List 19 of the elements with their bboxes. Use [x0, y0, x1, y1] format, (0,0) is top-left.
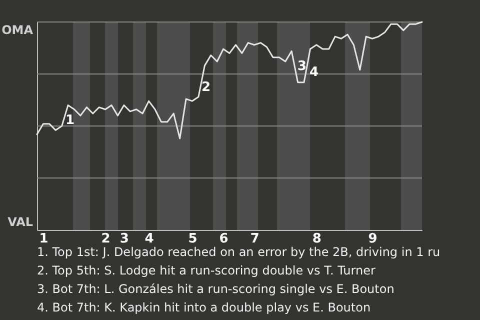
text: 2. Top 5th: S. Lodge hit a run-scoring double vs T. Turner [37, 264, 376, 278]
text: 4. Bot 7th: K. Kapkin hit into a double play vs E. Bouton [37, 300, 371, 314]
x-tick-label: 6 [219, 232, 228, 246]
text: 3. Bot 7th: L. Gonzáles hit a run-scoring single vs E. Bouton [37, 282, 394, 296]
text: VAL [8, 215, 34, 229]
x-tick-label: 1 [39, 232, 48, 246]
text: 1. Top 1st: J. Delgado reached on an error by the 2B, driving in 1 ru [37, 245, 440, 259]
annotation: 2 [201, 80, 211, 95]
x-tick-label: 9 [368, 232, 378, 246]
annotation: 1 [65, 113, 75, 128]
x-tick-label: 8 [312, 232, 322, 246]
x-tick-label: 7 [250, 232, 260, 246]
x-tick-label: 4 [144, 232, 154, 246]
text: OMA [2, 23, 34, 37]
annotation: 4 [309, 65, 319, 80]
x-tick-label: 2 [101, 232, 110, 246]
x-tick-label: 3 [120, 232, 129, 246]
x-tick-label: 5 [188, 232, 198, 246]
annotation: 3 [297, 59, 307, 74]
